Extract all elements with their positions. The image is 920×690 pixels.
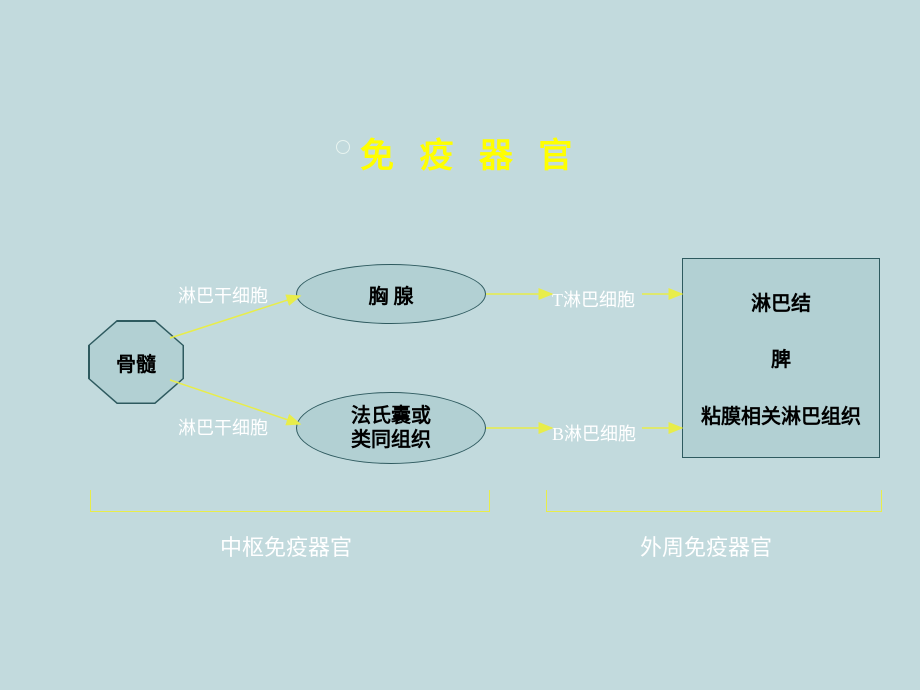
edge-label-stem-bottom: 淋巴干细胞 [178, 414, 268, 440]
edge-label-t-cell: T淋巴细胞 [552, 286, 635, 312]
bracket-central [90, 490, 490, 512]
bracket-peripheral [546, 490, 882, 512]
node-bursa: 法氏囊或 类同组织 [296, 392, 486, 464]
peripheral-line-1: 淋巴结 [751, 287, 811, 316]
group-label-central: 中枢免疫器官 [220, 530, 352, 562]
slide-title: 免 疫 器 官 [360, 128, 580, 177]
peripheral-line-3: 粘膜相关淋巴组织 [701, 400, 861, 429]
group-label-peripheral: 外周免疫器官 [640, 530, 772, 562]
node-bursa-label: 法氏囊或 类同组织 [351, 404, 431, 452]
node-thymus-label: 胸 腺 [369, 280, 414, 309]
peripheral-line-2: 脾 [771, 343, 791, 372]
title-bullet-icon [336, 140, 350, 154]
edge-label-stem-top: 淋巴干细胞 [178, 282, 268, 308]
node-bone-marrow-label: 骨髓 [116, 348, 156, 377]
node-thymus: 胸 腺 [296, 264, 486, 324]
node-peripheral-organs: 淋巴结 脾 粘膜相关淋巴组织 [682, 258, 880, 458]
edge-label-b-cell: B淋巴细胞 [552, 420, 636, 446]
